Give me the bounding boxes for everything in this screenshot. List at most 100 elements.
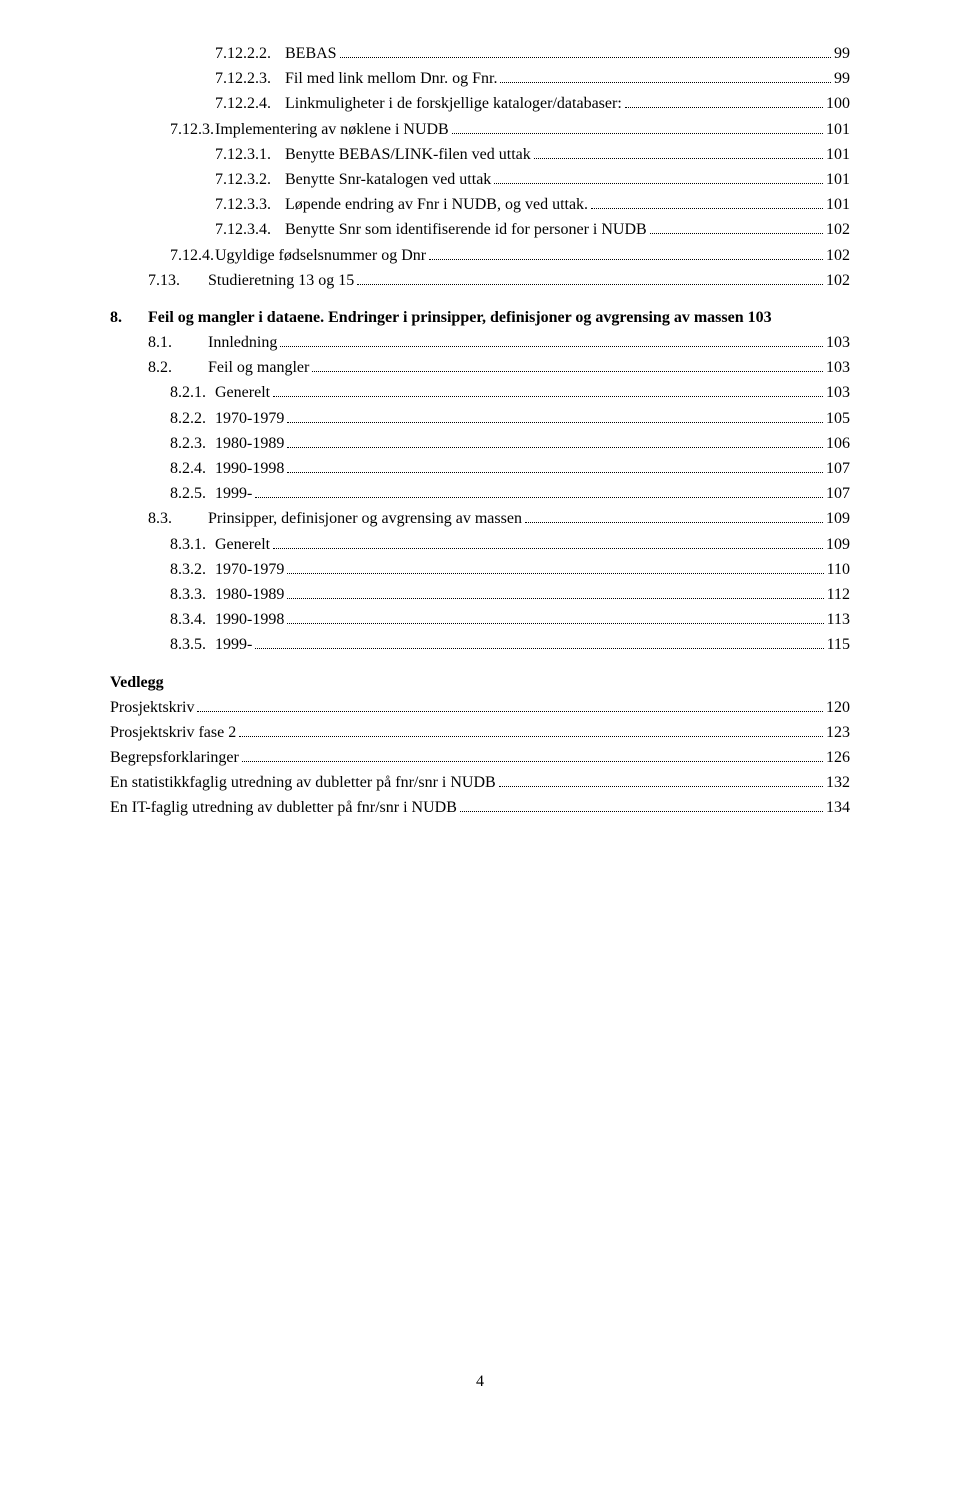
toc-leader-dots	[287, 623, 823, 624]
toc-number: 7.12.3.4.	[215, 218, 285, 241]
toc-text: Benytte BEBAS/LINK-filen ved uttak	[285, 146, 531, 163]
toc-entry: 7.12.2.2.BEBAS 99	[110, 42, 850, 65]
toc-text: Fil med link mellom Dnr. og Fnr.	[285, 70, 497, 87]
toc-page: 101	[826, 168, 850, 191]
toc-leader-dots	[525, 522, 823, 523]
toc-label: 8.3.Prinsipper, definisjoner og avgrensi…	[148, 507, 522, 530]
toc-page: 109	[826, 507, 850, 530]
toc-entry: 7.12.2.4.Linkmuligheter i de forskjellig…	[110, 92, 850, 115]
vedlegg-entry: En IT-faglig utredning av dubletter på f…	[110, 796, 850, 819]
toc-page: 113	[827, 608, 850, 631]
vedlegg-text: Prosjektskriv fase 2	[110, 721, 236, 744]
toc-leader-dots	[287, 472, 823, 473]
toc-entry: 8.3.1.Generelt 109	[110, 533, 850, 556]
toc-leader-dots	[239, 736, 823, 737]
toc-leader-dots	[312, 371, 823, 372]
toc-text: Linkmuligheter i de forskjellige katalog…	[285, 95, 622, 112]
toc-number: 7.12.2.2.	[215, 42, 285, 65]
toc-entry: 7.12.4.Ugyldige fødselsnummer og Dnr 102	[110, 244, 850, 267]
vedlegg-page: 126	[826, 746, 850, 769]
toc-text: 1970-1979	[215, 410, 284, 427]
toc-page: 102	[826, 218, 850, 241]
toc-number: 8.2.4.	[170, 457, 215, 480]
toc-entry: 8.3.2.1970-1979 110	[110, 558, 850, 581]
toc-number: 7.12.2.4.	[215, 92, 285, 115]
toc-leader-dots	[357, 284, 823, 285]
toc-leader-dots	[494, 183, 823, 184]
toc-leader-dots	[650, 233, 823, 234]
toc-number: 8.3.2.	[170, 558, 215, 581]
vedlegg-entry: Begrepsforklaringer126	[110, 746, 850, 769]
toc-number: 8.1.	[148, 331, 208, 354]
toc-leader-dots	[287, 573, 823, 574]
toc-leader-dots	[499, 786, 823, 787]
toc-label: 8.2.5.1999-	[170, 482, 252, 505]
toc-leader-dots	[287, 598, 823, 599]
toc-page: 103	[744, 309, 772, 326]
toc-leader-dots	[255, 497, 823, 498]
toc-label: 7.12.2.2.BEBAS	[215, 42, 337, 65]
toc-entry: 7.13.Studieretning 13 og 15 102	[110, 269, 850, 292]
toc-text: Feil og mangler i dataene. Endringer i p…	[148, 309, 744, 326]
toc-number: 7.12.4.	[170, 244, 215, 267]
toc-page: 101	[826, 143, 850, 166]
toc-leader-dots	[197, 711, 823, 712]
toc-entry: 7.12.3.4.Benytte Snr som identifiserende…	[110, 218, 850, 241]
toc-label: 8.2.4.1990-1998	[170, 457, 284, 480]
toc-text: 1999-	[215, 636, 252, 653]
toc-text: 1980-1989	[215, 435, 284, 452]
toc-label: 8.1.Innledning	[148, 331, 277, 354]
toc-text: Innledning	[208, 334, 277, 351]
toc-page: 100	[826, 92, 850, 115]
toc-label: 8.2.3.1980-1989	[170, 432, 284, 455]
table-of-contents: 7.12.2.2.BEBAS 997.12.2.3.Fil med link m…	[110, 42, 850, 657]
toc-text: Generelt	[215, 384, 270, 401]
toc-text: 1970-1979	[215, 561, 284, 578]
toc-page: 105	[826, 407, 850, 430]
toc-leader-dots	[460, 811, 823, 812]
toc-entry: 8.2.Feil og mangler 103	[110, 356, 850, 379]
toc-entry: 8.2.2.1970-1979 105	[110, 407, 850, 430]
toc-label: 7.12.3.2.Benytte Snr-katalogen ved uttak	[215, 168, 491, 191]
toc-entry: 8.2.4.1990-1998 107	[110, 457, 850, 480]
toc-entry: 7.12.3.Implementering av nøklene i NUDB …	[110, 118, 850, 141]
toc-entry: 7.12.2.3.Fil med link mellom Dnr. og Fnr…	[110, 67, 850, 90]
vedlegg-list: Prosjektskriv 120Prosjektskriv fase 2123…	[110, 696, 850, 820]
toc-number: 7.12.3.	[170, 118, 215, 141]
toc-leader-dots	[625, 107, 823, 108]
toc-page: 106	[826, 432, 850, 455]
document-page: 7.12.2.2.BEBAS 997.12.2.3.Fil med link m…	[0, 0, 960, 1433]
toc-text: 1990-1998	[215, 611, 284, 628]
toc-label: 7.12.3.Implementering av nøklene i NUDB	[170, 118, 449, 141]
vedlegg-text: En IT-faglig utredning av dubletter på f…	[110, 796, 457, 819]
toc-number: 8.3.3.	[170, 583, 215, 606]
toc-leader-dots	[287, 422, 823, 423]
toc-label: 7.12.3.1.Benytte BEBAS/LINK-filen ved ut…	[215, 143, 531, 166]
toc-label: 8.3.2.1970-1979	[170, 558, 284, 581]
toc-label: 8.2.Feil og mangler	[148, 356, 309, 379]
toc-label: 8.3.5.1999-	[170, 633, 252, 656]
toc-page: 102	[826, 269, 850, 292]
toc-entry: 8.Feil og mangler i dataene. Endringer i…	[110, 306, 850, 329]
toc-page: 102	[826, 244, 850, 267]
toc-label: 7.13.Studieretning 13 og 15	[148, 269, 354, 292]
toc-text: 1980-1989	[215, 586, 284, 603]
vedlegg-page: 132	[826, 771, 850, 794]
toc-number: 7.12.2.3.	[215, 67, 285, 90]
toc-label: 7.12.2.3.Fil med link mellom Dnr. og Fnr…	[215, 67, 497, 90]
toc-number: 8.3.5.	[170, 633, 215, 656]
vedlegg-entry: En statistikkfaglig utredning av dublett…	[110, 771, 850, 794]
toc-text: Studieretning 13 og 15	[208, 272, 354, 289]
toc-label: 8.3.1.Generelt	[170, 533, 270, 556]
toc-leader-dots	[273, 396, 823, 397]
toc-label: 7.12.4.Ugyldige fødselsnummer og Dnr	[170, 244, 426, 267]
toc-label: 7.12.2.4.Linkmuligheter i de forskjellig…	[215, 92, 622, 115]
toc-page: 99	[834, 42, 850, 65]
toc-label: 8.3.3.1980-1989	[170, 583, 284, 606]
toc-page: 101	[826, 118, 850, 141]
page-number: 4	[110, 1370, 850, 1393]
toc-number: 8.2.5.	[170, 482, 215, 505]
vedlegg-page: 134	[826, 796, 850, 819]
toc-entry: 8.2.1.Generelt 103	[110, 381, 850, 404]
toc-page: 103	[826, 331, 850, 354]
